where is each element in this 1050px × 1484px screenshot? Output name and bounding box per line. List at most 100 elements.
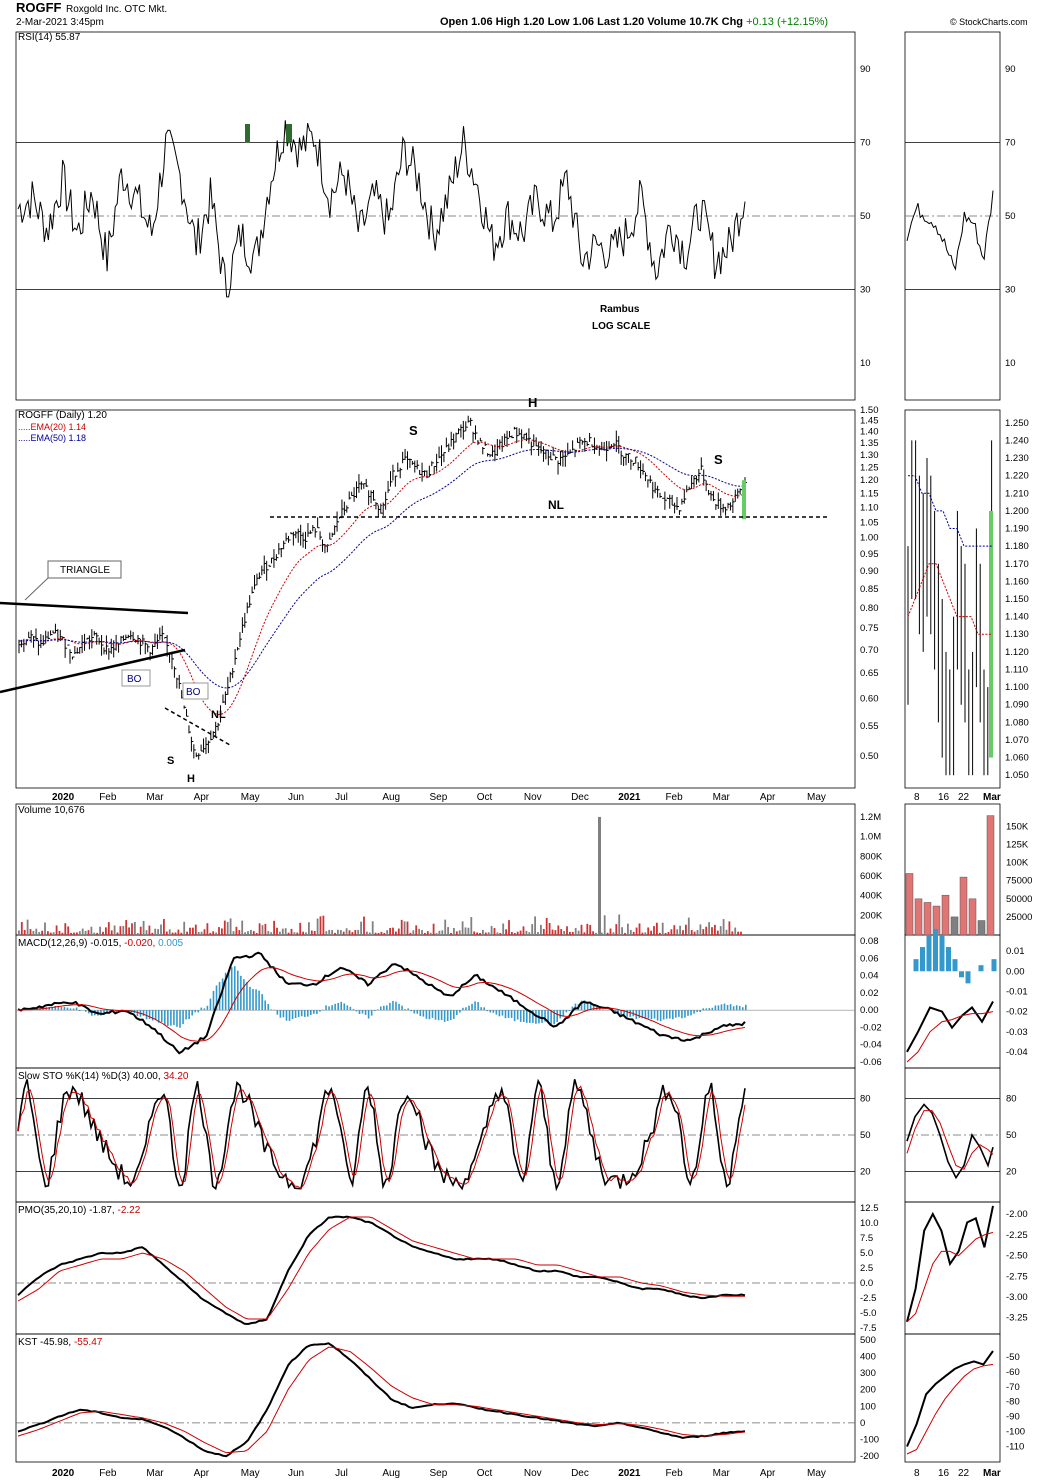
volume-bar — [551, 929, 554, 935]
volume-bar — [603, 915, 606, 935]
pmo-y-tick: 10.0 — [860, 1218, 879, 1229]
volume-bar — [194, 924, 197, 935]
macd-hist-bar — [419, 1010, 422, 1017]
volume-bar — [41, 930, 43, 935]
volume-bar — [252, 931, 255, 935]
macd-hist-bar — [367, 1010, 370, 1019]
volume-bar — [87, 930, 90, 935]
macd-hist-bar — [571, 1006, 574, 1011]
macd-hist-bar — [662, 1010, 665, 1020]
price-legend: ROGFF (Daily) 1.20 — [18, 410, 107, 421]
price-bars — [18, 415, 747, 760]
volume-legend: Volume 10,676 — [18, 805, 85, 816]
macd-hist-bar — [60, 1007, 63, 1011]
volume-bar — [470, 917, 473, 935]
macd-hist-bar — [529, 1010, 531, 1023]
volume-bar — [290, 928, 293, 935]
pmo-y-tick: 0.0 — [860, 1278, 873, 1289]
macd-hist-bar — [602, 1009, 604, 1011]
author-label: Rambus — [600, 304, 640, 315]
macd-inset-hist-bar — [965, 971, 971, 984]
macd-hist-bar — [495, 1010, 498, 1015]
volume-bar — [566, 926, 568, 935]
macd-hist-bar — [325, 1005, 327, 1011]
macd-hist-bar — [91, 1010, 93, 1016]
macd-hist-bar — [285, 1010, 288, 1021]
volume-bar — [151, 932, 154, 935]
macd-hist-bar — [437, 1010, 440, 1021]
macd-hist-bar — [313, 1010, 315, 1014]
price-y-tick: 0.75 — [860, 623, 879, 634]
volume-bar — [310, 930, 313, 935]
ema20-line — [18, 439, 746, 716]
macd-y-tick: -0.06 — [860, 1057, 882, 1068]
volume-bar — [90, 926, 93, 935]
macd-hist-bar — [179, 1010, 181, 1028]
macd-hist-bar — [732, 1006, 735, 1011]
volume-bar — [612, 932, 615, 935]
macd-hist-bar — [370, 1010, 373, 1016]
x-axis-label: Jun — [288, 792, 304, 803]
macd-hist-bar — [519, 1010, 522, 1022]
macd-hist-bar — [443, 1010, 446, 1022]
volume-bar — [180, 932, 183, 935]
kst-y-tick: 400 — [860, 1352, 876, 1363]
macd-hist-bar — [176, 1010, 178, 1027]
pmo-inset-line — [906, 1205, 994, 1323]
volume-bar — [154, 928, 157, 935]
macd-hist-bar — [349, 1006, 352, 1011]
kst-inset-y-tick: -60 — [1006, 1367, 1020, 1378]
price-inset-y-tick: 1.170 — [1005, 559, 1029, 570]
macd-hist-bar — [270, 1009, 273, 1011]
macd-hist-bar — [507, 1010, 510, 1018]
volume-bar — [728, 921, 731, 935]
macd-hist-bar — [498, 1010, 501, 1017]
macd-hist-bar — [501, 1010, 504, 1016]
pmo-y-tick: 5.0 — [860, 1248, 873, 1259]
macd-hist-bar — [693, 1010, 695, 1014]
pmo-y-tick: -2.5 — [860, 1293, 876, 1304]
volume-bar — [110, 930, 113, 935]
volume-bar — [145, 930, 148, 935]
ema20-legend: .....EMA(20) 1.14 — [18, 422, 86, 432]
inset-x-axis-label: 22 — [958, 792, 970, 803]
price-y-tick: 1.30 — [860, 450, 879, 461]
volume-bar — [122, 925, 125, 935]
price-y-tick: 1.50 — [860, 405, 879, 416]
volume-y-tick: 800K — [860, 851, 883, 862]
volume-bar — [450, 932, 452, 935]
macd-inset-line — [906, 1001, 994, 1053]
volume-bar — [545, 917, 548, 935]
volume-bar — [235, 926, 238, 935]
macd-hist-bar — [331, 1005, 333, 1011]
volume-bar — [690, 930, 693, 935]
macd-inset-hist-bar — [939, 934, 945, 972]
macd-hist-bar — [434, 1010, 437, 1020]
macd-hist-bar — [69, 1008, 72, 1011]
macd-hist-bar — [580, 1000, 583, 1011]
macd-hist-bar — [510, 1010, 513, 1018]
volume-bar — [525, 930, 528, 935]
price-inset-y-tick: 1.080 — [1005, 717, 1029, 728]
kst-y-tick: -100 — [860, 1434, 879, 1445]
macd-legend: MACD(12,26,9) -0.015, -0.020, 0.005 — [18, 938, 184, 949]
rsi-inset-y-tick: 10 — [1005, 358, 1016, 369]
macd-hist-bar — [404, 1009, 406, 1011]
volume-bar — [215, 932, 217, 935]
volume-bar — [595, 932, 597, 935]
volume-bar — [200, 931, 203, 935]
volume-bar — [168, 929, 171, 935]
volume-inset-bar — [914, 898, 923, 936]
volume-bar — [421, 930, 423, 935]
volume-bar — [357, 929, 360, 935]
volume-bar — [444, 919, 447, 935]
macd-hist-bar — [446, 1010, 449, 1021]
volume-bar — [737, 931, 739, 935]
x-axis-label: Feb — [99, 792, 117, 803]
macd-hist-bar — [328, 1006, 330, 1011]
macd-hist-bar — [352, 1009, 355, 1011]
volume-inset-bar — [941, 894, 950, 936]
macd-histogram — [18, 966, 747, 1028]
macd-hist-bar — [115, 1010, 117, 1014]
macd-hist-bar — [337, 1002, 339, 1011]
